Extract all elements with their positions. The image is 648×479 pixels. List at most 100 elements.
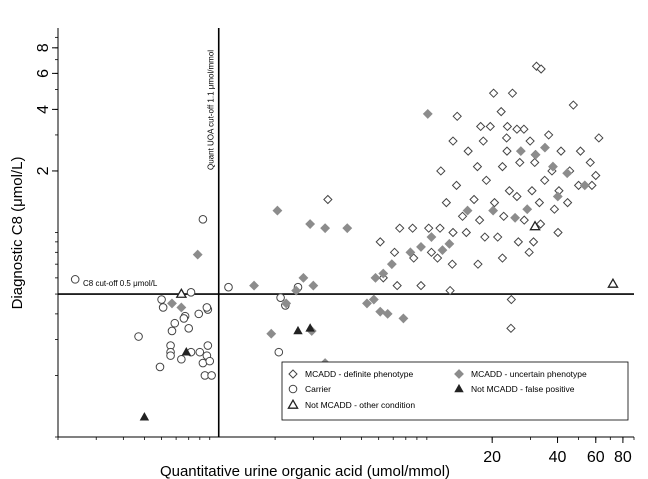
data-point-carrier xyxy=(158,303,168,312)
data-point-mcadd-uncertain-phenotype xyxy=(291,285,302,296)
x-tick-label: 80 xyxy=(614,449,632,466)
data-point-mcadd-uncertain-phenotype xyxy=(375,306,386,317)
series-mcadd-definite-phenotype xyxy=(323,61,604,400)
data-point-mcadd-definite-phenotype xyxy=(451,180,462,191)
data-point-mcadd-uncertain-phenotype xyxy=(444,238,455,249)
legend-marker xyxy=(454,369,464,379)
data-point-mcadd-definite-phenotype xyxy=(506,323,516,334)
data-point-mcadd-definite-phenotype xyxy=(407,223,418,233)
data-point-carrier xyxy=(202,303,212,312)
data-point-mcadd-uncertain-phenotype xyxy=(305,219,316,229)
data-point-mcadd-uncertain-phenotype xyxy=(368,294,379,305)
data-point-mcadd-uncertain-phenotype xyxy=(579,180,590,191)
data-point-carrier xyxy=(184,324,194,333)
data-point-mcadd-definite-phenotype xyxy=(436,166,446,176)
data-point-not-mcadd-false-positive xyxy=(139,412,150,421)
data-point-carrier xyxy=(207,371,216,380)
data-point-mcadd-definite-phenotype xyxy=(568,100,579,110)
data-point-mcadd-uncertain-phenotype xyxy=(422,109,433,119)
data-point-mcadd-definite-phenotype xyxy=(452,111,462,122)
data-point-mcadd-definite-phenotype xyxy=(513,237,524,247)
legend-label: Carrier xyxy=(305,384,331,394)
data-point-carrier xyxy=(198,215,208,224)
data-point-mcadd-uncertain-phenotype xyxy=(515,146,526,157)
x-axis-title: Quantitative urine organic acid (umol/mm… xyxy=(160,463,450,479)
data-point-mcadd-definite-phenotype xyxy=(323,194,333,205)
data-point-carrier xyxy=(195,347,205,357)
data-point-carrier xyxy=(167,326,177,336)
x-tick-label: 20 xyxy=(483,449,501,466)
data-point-mcadd-definite-phenotype xyxy=(475,121,486,132)
data-point-not-mcadd-false-positive xyxy=(305,323,315,332)
data-point-mcadd-definite-phenotype xyxy=(480,232,490,242)
data-point-mcadd-definite-phenotype xyxy=(549,204,560,214)
data-point-mcadd-definite-phenotype xyxy=(375,237,385,247)
data-point-carrier xyxy=(276,293,285,302)
data-point-mcadd-definite-phenotype xyxy=(473,259,483,269)
data-point-mcadd-definite-phenotype xyxy=(389,247,400,258)
data-point-mcadd-uncertain-phenotype xyxy=(192,249,203,260)
data-point-mcadd-definite-phenotype xyxy=(539,175,550,186)
data-point-mcadd-uncertain-phenotype xyxy=(362,298,372,309)
data-point-mcadd-definite-phenotype xyxy=(506,294,517,305)
data-point-mcadd-uncertain-phenotype xyxy=(176,302,187,313)
data-point-mcadd-definite-phenotype xyxy=(553,227,563,238)
data-point-mcadd-definite-phenotype xyxy=(507,88,518,98)
data-point-mcadd-uncertain-phenotype xyxy=(437,245,448,256)
data-point-carrier xyxy=(205,356,215,366)
data-point-mcadd-uncertain-phenotype xyxy=(462,205,473,216)
legend-label: Not MCADD - other condition xyxy=(305,400,415,410)
data-point-mcadd-definite-phenotype xyxy=(423,223,434,233)
data-point-mcadd-definite-phenotype xyxy=(575,146,586,156)
data-point-mcadd-uncertain-phenotype xyxy=(548,161,558,172)
data-point-mcadd-definite-phenotype xyxy=(488,88,499,98)
data-point-carrier xyxy=(177,354,186,364)
series-carrier xyxy=(70,215,303,380)
data-point-mcadd-uncertain-phenotype xyxy=(510,212,521,223)
legend-label: Not MCADD - false positive xyxy=(471,384,575,394)
data-point-carrier xyxy=(70,275,80,284)
data-point-mcadd-definite-phenotype xyxy=(524,247,534,258)
data-point-mcadd-definite-phenotype xyxy=(534,197,545,208)
data-point-carrier xyxy=(157,295,166,304)
data-point-mcadd-definite-phenotype xyxy=(512,124,522,134)
data-point-mcadd-definite-phenotype xyxy=(485,121,495,132)
data-point-mcadd-definite-phenotype xyxy=(447,259,458,269)
legend-item-mcadd-definite-phenotype: MCADD - definite phenotype xyxy=(288,369,413,379)
y-axis-title: Diagnostic C8 (μmol/L) xyxy=(9,157,26,310)
data-point-mcadd-definite-phenotype xyxy=(445,285,455,296)
data-point-mcadd-uncertain-phenotype xyxy=(522,204,533,215)
data-point-mcadd-uncertain-phenotype xyxy=(540,142,550,153)
series-mcadd-uncertain-phenotype xyxy=(167,109,590,368)
data-point-mcadd-definite-phenotype xyxy=(515,157,525,168)
data-point-carrier xyxy=(155,362,165,372)
data-point-mcadd-definite-phenotype xyxy=(435,223,445,233)
data-point-mcadd-definite-phenotype xyxy=(492,232,503,242)
data-point-mcadd-definite-phenotype xyxy=(594,133,604,143)
data-point-mcadd-definite-phenotype xyxy=(478,136,489,146)
data-point-not-mcadd-false-positive xyxy=(293,325,303,335)
data-point-carrier xyxy=(134,332,143,341)
x-tick-label: 40 xyxy=(549,449,567,466)
data-point-mcadd-uncertain-phenotype xyxy=(342,223,353,234)
data-point-mcadd-uncertain-phenotype xyxy=(405,247,416,258)
data-point-mcadd-definite-phenotype xyxy=(409,253,419,263)
data-point-mcadd-uncertain-phenotype xyxy=(416,242,426,252)
data-point-mcadd-definite-phenotype xyxy=(512,191,522,202)
data-point-mcadd-definite-phenotype xyxy=(527,186,537,196)
data-point-carrier xyxy=(224,282,233,292)
data-point-carrier xyxy=(274,347,284,357)
y-tick-label: 6 xyxy=(35,69,52,78)
legend-label: MCADD - uncertain phenotype xyxy=(471,369,587,379)
data-point-carrier xyxy=(186,288,196,297)
data-point-carrier xyxy=(179,314,189,323)
legend-marker xyxy=(287,398,299,409)
data-point-mcadd-definite-phenotype xyxy=(392,280,402,291)
data-point-mcadd-definite-phenotype xyxy=(525,136,535,146)
data-point-mcadd-definite-phenotype xyxy=(426,247,437,258)
data-point-mcadd-definite-phenotype xyxy=(502,146,512,156)
data-point-carrier xyxy=(203,341,213,350)
axes: 2 4 6 8 20 40 60 80 xyxy=(35,28,635,466)
data-point-mcadd-definite-phenotype xyxy=(463,146,473,156)
